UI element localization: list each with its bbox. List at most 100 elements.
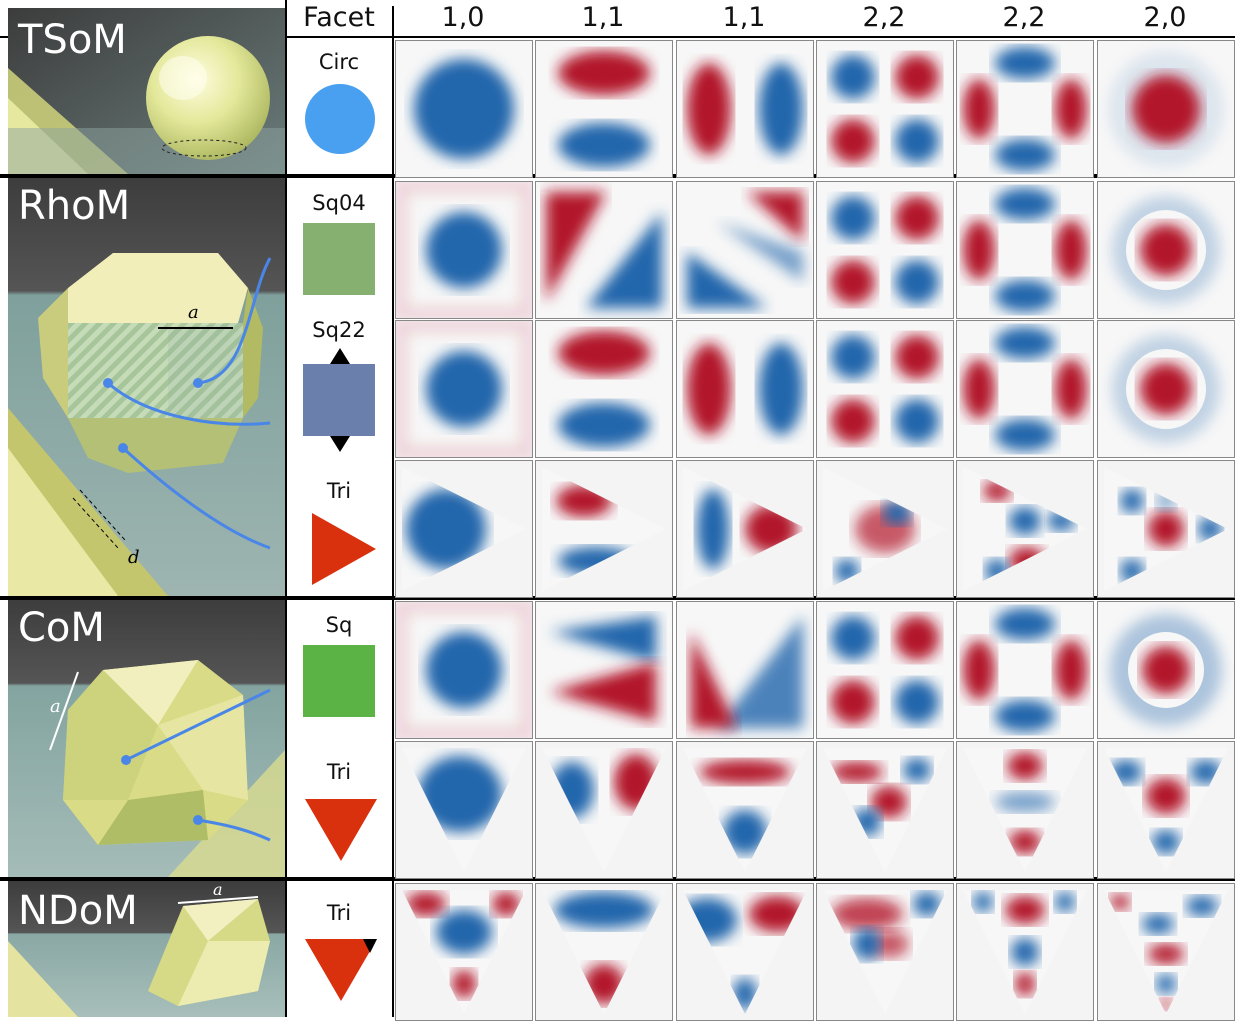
mode-cell [395, 460, 533, 598]
block-label-tsom: TSoM [18, 17, 127, 63]
facet-fill-tri-com [305, 799, 377, 861]
mode-field-image [1104, 748, 1228, 872]
mode-field-image [677, 41, 813, 177]
mode-field-image [396, 321, 532, 457]
com-edge-annotation: a [50, 696, 61, 717]
mode-cell [535, 460, 673, 598]
mode-field-image [963, 467, 1087, 591]
mode-field-image [963, 748, 1087, 872]
facet-label-tri-ndom: Tri [326, 901, 352, 925]
mode-cell [816, 320, 954, 458]
mode-field-image [817, 182, 953, 318]
facet-shape-sq-com [303, 645, 375, 717]
mode-field-image [683, 467, 807, 591]
header-mode-5: 2,2 [1002, 2, 1046, 33]
mode-cell [395, 320, 533, 458]
mode-field-image [396, 41, 532, 177]
mode-field-image [1098, 182, 1234, 318]
mode-cell [816, 40, 954, 178]
mode-cell [535, 320, 673, 458]
mode-cell [1097, 40, 1235, 178]
mode-field-image [677, 321, 813, 457]
mode-cell [395, 181, 533, 319]
mode-field-image [823, 748, 947, 872]
tsom-render-image [8, 8, 285, 174]
mode-cell [956, 741, 1094, 879]
separator-rhom [0, 596, 1235, 600]
mode-cell [956, 320, 1094, 458]
mode-cell [676, 40, 814, 178]
mode-cell [676, 741, 814, 879]
mode-field-image [542, 748, 666, 872]
mode-field-image [683, 748, 807, 872]
mode-cell [535, 181, 673, 319]
mode-field-image [683, 890, 807, 1014]
mode-field-image [402, 467, 526, 591]
ndom-render-image: a [8, 881, 285, 1017]
mode-cell [816, 460, 954, 598]
panel-divider [285, 0, 287, 1017]
com-render-panel: a CoM [8, 600, 285, 877]
header-divider [392, 6, 394, 36]
mode-field-image [396, 602, 532, 738]
header-mode-6: 2,0 [1143, 2, 1187, 33]
mode-field-image [817, 602, 953, 738]
mode-field-image [957, 182, 1093, 318]
rhom-edge-annotation: a [188, 302, 199, 323]
facet-fill-tri-ndom [305, 939, 377, 1001]
mode-cell [816, 883, 954, 1021]
mode-field-image [536, 182, 672, 318]
mode-field-image [402, 748, 526, 872]
mode-field-image [536, 41, 672, 177]
header-mode-4: 2,2 [862, 2, 906, 33]
mode-cell [1097, 601, 1235, 739]
mode-cell [1097, 320, 1235, 458]
mode-field-image [957, 41, 1093, 177]
mode-field-image [817, 321, 953, 457]
mode-cell [676, 181, 814, 319]
facet-label-tri-rhom: Tri [326, 479, 352, 503]
ndom-render-panel: a NDoM [8, 881, 285, 1017]
rhom-gap-annotation: d [128, 547, 140, 568]
block-label-com: CoM [18, 605, 105, 651]
mode-field-image [402, 890, 526, 1014]
mode-cell [956, 181, 1094, 319]
facet-shape-tri-ndom [305, 939, 377, 1001]
mode-field-image [957, 321, 1093, 457]
facet-fill-sq-com [303, 645, 375, 717]
mode-cell [1097, 181, 1235, 319]
facet-shape-tri-com [305, 799, 377, 861]
header-mode-1: 1,0 [441, 2, 485, 33]
facet-label-circ: Circ [318, 50, 360, 74]
header-mode-3: 1,1 [722, 2, 766, 33]
tsom-render-panel: TSoM [8, 8, 285, 174]
mode-field-image [396, 182, 532, 318]
mode-field-image [1104, 890, 1228, 1014]
com-render-image: a [8, 600, 285, 877]
mode-cell [535, 741, 673, 879]
mode-cell [535, 883, 673, 1021]
separator-header [0, 36, 1235, 38]
mode-cell [676, 883, 814, 1021]
header-facet: Facet [303, 2, 375, 33]
mode-cell [816, 181, 954, 319]
mode-field-image [817, 41, 953, 177]
mode-field-image [823, 890, 947, 1014]
facet-fill-sq04 [303, 223, 375, 295]
mode-cell [816, 601, 954, 739]
mode-cell [956, 40, 1094, 178]
mode-field-image [1104, 467, 1228, 591]
mode-field-image [1098, 321, 1234, 457]
block-label-rhom: RhoM [18, 183, 131, 229]
facet-shape-sq22 [303, 348, 375, 452]
facet-label-sq22: Sq22 [312, 318, 366, 342]
mode-cell [535, 601, 673, 739]
ndom-edge-annotation: a [213, 881, 223, 899]
mode-cell [1097, 883, 1235, 1021]
separator-com [0, 877, 1235, 881]
mode-cell [676, 460, 814, 598]
mode-field-image [542, 890, 666, 1014]
mode-cell [1097, 460, 1235, 598]
facet-fill-circ [305, 84, 375, 154]
mode-field-image [1098, 41, 1234, 177]
